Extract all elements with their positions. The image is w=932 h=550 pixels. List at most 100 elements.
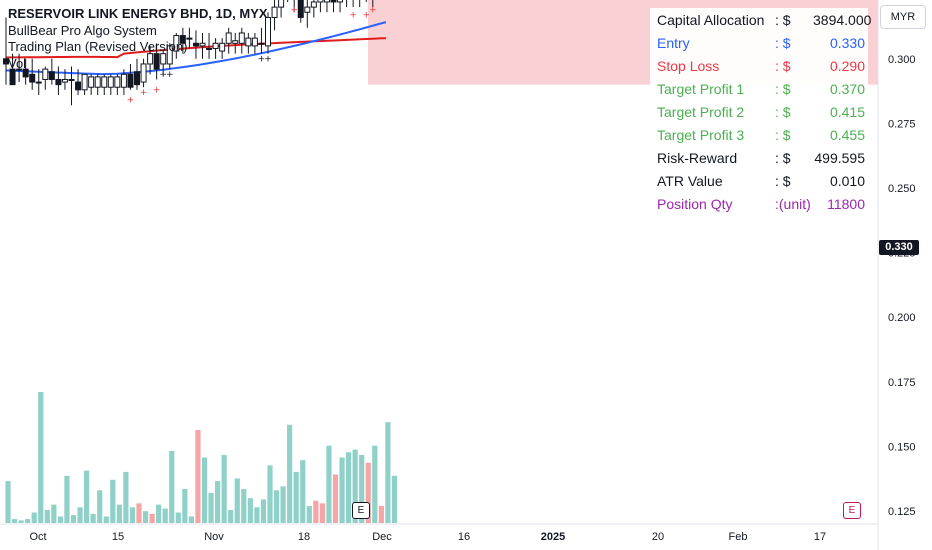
plan-sep: : $ xyxy=(775,11,791,28)
candle-body xyxy=(147,53,154,65)
plan-sep: : $ xyxy=(775,103,791,120)
currency-selector[interactable]: MYR xyxy=(880,5,926,29)
y-tick-label: 0.200 xyxy=(888,312,916,324)
earnings-badge-past[interactable]: E xyxy=(352,502,370,519)
volume-bar xyxy=(175,512,181,523)
candle-body xyxy=(179,35,186,44)
plan-lbl: Risk-Reward xyxy=(657,149,738,166)
candle-body xyxy=(55,78,62,86)
volume-bar xyxy=(38,392,44,523)
volume-bar xyxy=(372,445,378,523)
volume-bar xyxy=(234,478,240,523)
volume-bar xyxy=(280,486,286,523)
plan-val: 0.330 xyxy=(829,34,865,51)
y-tick-label: 0.125 xyxy=(888,506,916,518)
volume-bar xyxy=(18,520,24,523)
volume-bar xyxy=(332,474,339,523)
volume-bar xyxy=(188,516,194,523)
signal-marker: + xyxy=(369,5,377,15)
volume-bar xyxy=(156,504,162,523)
candle-body xyxy=(212,42,219,49)
volume-bar xyxy=(142,511,149,523)
y-tick-label: 0.300 xyxy=(888,54,916,66)
signal-marker: + xyxy=(290,5,298,15)
candle-body xyxy=(206,47,213,50)
x-tick-label: Oct xyxy=(29,531,46,543)
x-tick-label: Dec xyxy=(372,531,392,543)
candle-body xyxy=(199,42,206,47)
volume-bar xyxy=(57,516,63,523)
plan-sep: : $ xyxy=(775,57,791,74)
volume-bar xyxy=(287,424,293,523)
volume-bar xyxy=(11,519,18,523)
candle-body xyxy=(22,68,29,78)
plan-row-target-profit-2: Target Profit 2: $ 0.415 xyxy=(650,100,868,123)
y-tick-label: 0.325 xyxy=(888,0,916,1)
volume-bar xyxy=(97,490,103,523)
plan-row-position-qty: Position Qty:(unit) 11800 xyxy=(650,192,868,215)
volume-label[interactable]: Vol xyxy=(8,55,27,71)
volume-bar xyxy=(260,499,267,523)
candle-body xyxy=(310,1,317,8)
candle-body xyxy=(297,0,304,18)
candle-body xyxy=(120,73,127,88)
plan-lbl: Position Qty xyxy=(657,195,733,212)
candle-body xyxy=(48,71,55,80)
earnings-badge-upcoming[interactable]: E xyxy=(843,502,861,519)
candle-body xyxy=(238,32,245,44)
plan-title[interactable]: Trading Plan (Revised Version) xyxy=(8,39,188,54)
symbol-title[interactable]: RESERVOIR LINK ENERGY BHD, 1D, MYX xyxy=(8,6,268,21)
moving-average-blue xyxy=(5,21,387,76)
signal-marker: + xyxy=(153,85,161,95)
signal-marker: + xyxy=(166,70,174,80)
candle-body xyxy=(68,78,75,81)
candle-body xyxy=(114,76,121,88)
candle-body xyxy=(101,76,108,88)
last-price-label: 0.330 xyxy=(879,240,919,255)
volume-bar xyxy=(352,449,358,523)
signal-marker: + xyxy=(264,54,272,64)
volume-bar xyxy=(391,475,398,523)
volume-bar xyxy=(169,450,175,523)
candle-body xyxy=(265,16,271,47)
signal-marker: + xyxy=(140,88,148,98)
candle-body xyxy=(173,35,180,52)
candle-body xyxy=(192,42,199,47)
volume-bar xyxy=(64,475,70,523)
volume-bar xyxy=(70,515,77,523)
signal-marker: + xyxy=(362,10,370,20)
x-tick-label: Feb xyxy=(729,531,748,543)
indicator-name[interactable]: BullBear Pro Algo System xyxy=(8,22,157,38)
candle-body xyxy=(160,53,167,65)
signal-marker: + xyxy=(349,10,357,20)
volume-bar xyxy=(228,509,234,523)
candle-body xyxy=(153,53,160,70)
candle-body xyxy=(232,40,239,44)
y-tick-label: 0.250 xyxy=(888,183,916,195)
volume-bar xyxy=(273,490,280,523)
candle-body xyxy=(134,71,140,86)
candle-body xyxy=(3,58,9,65)
plan-lbl: ATR Value xyxy=(657,172,723,189)
volume-bar xyxy=(25,519,31,523)
plan-sep: : $ xyxy=(775,126,791,143)
volume-bar xyxy=(378,505,384,523)
volume-bar xyxy=(346,452,352,523)
plan-val: 0.370 xyxy=(829,80,865,97)
volume-bar xyxy=(103,516,109,523)
x-tick-label: 2025 xyxy=(541,531,565,543)
y-tick-label: 0.275 xyxy=(888,118,916,130)
volume-bar xyxy=(31,512,37,523)
volume-bar xyxy=(208,492,214,523)
volume-bar xyxy=(77,507,83,523)
volume-bar xyxy=(215,481,221,523)
plan-lbl: Entry xyxy=(657,34,690,51)
plan-val: 0.010 xyxy=(829,172,865,189)
candle-body xyxy=(271,6,278,18)
candle-body xyxy=(166,45,173,65)
volume-bar xyxy=(51,504,57,523)
y-tick-label: 0.150 xyxy=(888,441,916,453)
candle-body xyxy=(88,76,95,88)
x-tick-label: 15 xyxy=(112,531,124,543)
volume-bar xyxy=(221,454,227,523)
